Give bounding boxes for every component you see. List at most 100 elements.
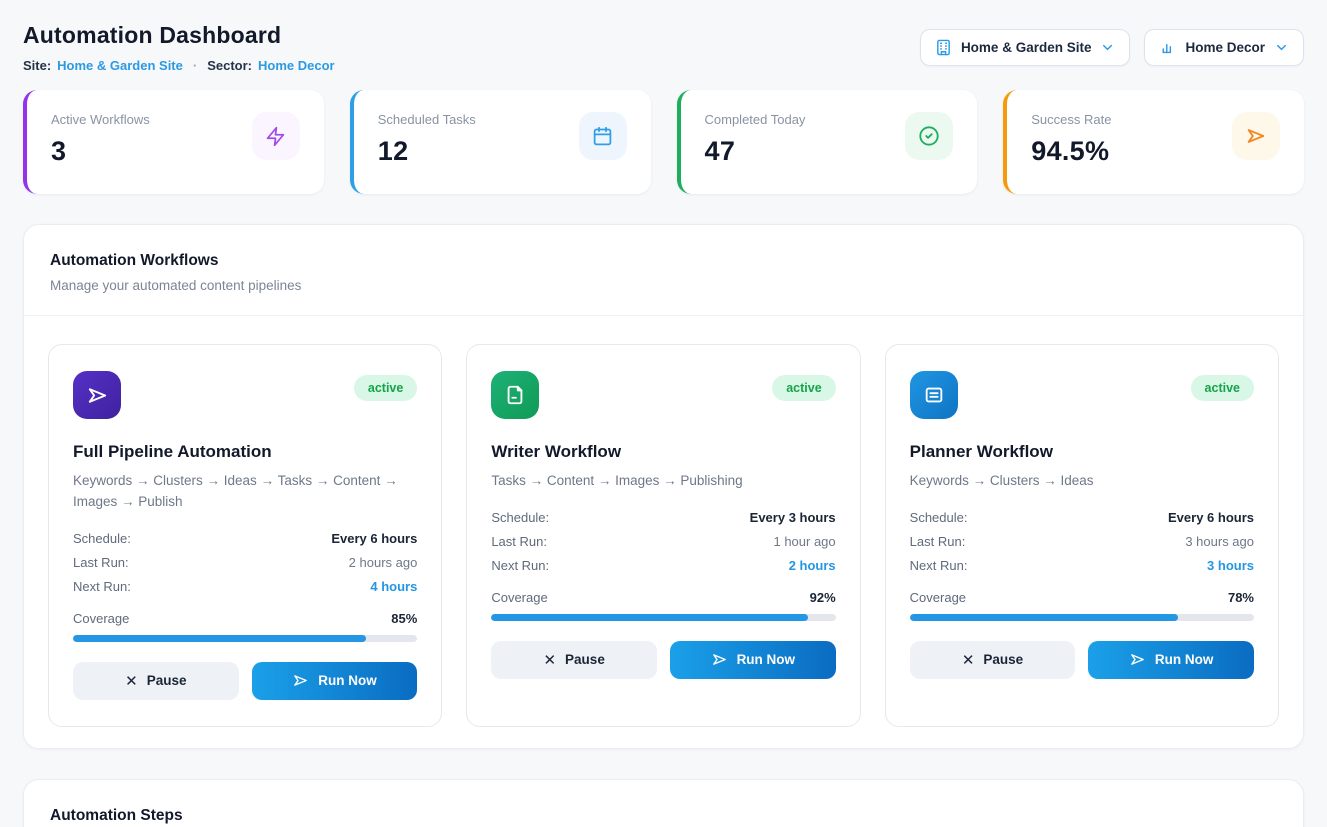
stat-label: Completed Today <box>704 112 806 127</box>
status-badge: active <box>1190 375 1254 401</box>
status-badge: active <box>353 375 418 401</box>
send-icon <box>292 672 309 689</box>
next-run-row: Next Run: 2 hours <box>491 558 836 574</box>
stat-card-success-rate: Success Rate 94.5% <box>1003 90 1304 194</box>
chevron-down-icon <box>1274 40 1289 55</box>
coverage-value: 78% <box>1227 589 1254 605</box>
stat-card-completed-today: Completed Today 47 <box>676 90 978 194</box>
document-icon <box>491 371 540 419</box>
site-selector-label: Home & Garden Site <box>960 40 1092 55</box>
coverage-value: 85% <box>391 610 418 626</box>
calendar-icon <box>578 112 627 160</box>
coverage-progress-fill <box>909 613 1179 621</box>
coverage-block: Coverage 92% <box>491 589 836 621</box>
stat-card-scheduled-tasks: Scheduled Tasks 12 <box>349 90 651 194</box>
last-run-value: 3 hours ago <box>1185 534 1254 550</box>
last-run-row: Last Run: 2 hours ago <box>73 555 418 571</box>
workflow-card-full-pipeline: active Full Pipeline Automation Keywords… <box>48 344 443 727</box>
pause-button[interactable]: ✕ Pause <box>909 640 1076 679</box>
stat-value: 47 <box>704 136 736 166</box>
workflow-card-planner: active Planner Workflow Keywords → Clust… <box>884 344 1279 727</box>
coverage-progress-bar <box>73 634 418 642</box>
workflow-title: Full Pipeline Automation <box>73 442 272 461</box>
next-run-value: 4 hours <box>370 579 418 595</box>
workflows-panel-title: Automation Workflows <box>50 252 219 269</box>
sector-selector-label: Home Decor <box>1185 40 1265 55</box>
stat-card-active-workflows: Active Workflows 3 <box>23 90 324 194</box>
workflow-card-grid: active Full Pipeline Automation Keywords… <box>48 344 1279 727</box>
next-run-value: 3 hours <box>1207 558 1254 574</box>
pause-button[interactable]: ✕ Pause <box>73 661 239 700</box>
automation-steps-panel: Automation Steps Configure which steps a… <box>23 778 1304 827</box>
run-now-button[interactable]: Run Now <box>669 640 836 679</box>
chevron-down-icon <box>1100 40 1115 55</box>
schedule-value: Every 6 hours <box>331 531 418 547</box>
workflow-title: Planner Workflow <box>909 442 1053 461</box>
site-selector-dropdown[interactable]: Home & Garden Site <box>919 29 1131 66</box>
workflows-panel-subtitle: Manage your automated content pipelines <box>50 278 302 293</box>
send-icon <box>1232 112 1280 160</box>
coverage-block: Coverage 85% <box>73 610 418 642</box>
status-badge: active <box>772 375 836 401</box>
next-run-row: Next Run: 3 hours <box>909 558 1254 574</box>
workflow-pipeline: Keywords → Clusters → Ideas <box>909 473 1094 488</box>
send-icon <box>73 371 121 419</box>
separator-dot: · <box>192 58 198 73</box>
pause-button[interactable]: ✕ Pause <box>491 640 657 679</box>
breadcrumb: Site: Home & Garden Site · Sector: Home … <box>23 58 335 73</box>
stat-value: 94.5% <box>1031 136 1110 166</box>
bar-chart-icon <box>1159 39 1176 56</box>
last-run-row: Last Run: 1 hour ago <box>491 534 836 550</box>
coverage-progress-bar <box>909 613 1254 621</box>
schedule-value: Every 6 hours <box>1168 510 1254 526</box>
divider <box>24 315 1303 316</box>
stats-row: Active Workflows 3 Scheduled Tasks 12 Co… <box>23 90 1304 194</box>
header-left: Automation Dashboard Site: Home & Garden… <box>23 22 335 73</box>
workflows-panel-body: active Full Pipeline Automation Keywords… <box>24 316 1303 748</box>
schedule-row: Schedule: Every 6 hours <box>73 531 418 547</box>
coverage-progress-fill <box>73 634 366 642</box>
send-icon <box>1129 651 1146 668</box>
run-now-button[interactable]: Run Now <box>1088 640 1254 679</box>
automation-workflows-panel: Automation Workflows Manage your automat… <box>23 224 1304 749</box>
header-actions: Home & Garden Site Home Decor <box>919 29 1304 66</box>
last-run-row: Last Run: 3 hours ago <box>909 534 1254 550</box>
lightning-icon <box>251 112 300 160</box>
coverage-progress-bar <box>491 613 836 621</box>
sector-link[interactable]: Home Decor <box>258 58 335 73</box>
steps-panel-header: Automation Steps Configure which steps a… <box>24 780 1303 827</box>
next-run-row: Next Run: 4 hours <box>73 579 418 595</box>
last-run-value: 1 hour ago <box>773 534 836 550</box>
stat-value: 12 <box>377 136 409 166</box>
stat-label: Active Workflows <box>51 112 150 127</box>
sector-label: Sector: <box>207 58 253 73</box>
next-run-value: 2 hours <box>788 558 836 574</box>
workflows-panel-header: Automation Workflows Manage your automat… <box>24 225 1303 315</box>
workflow-title: Writer Workflow <box>491 442 622 461</box>
stat-label: Scheduled Tasks <box>377 112 476 127</box>
last-run-value: 2 hours ago <box>348 555 418 571</box>
page-title: Automation Dashboard <box>23 22 282 48</box>
coverage-value: 92% <box>809 589 836 605</box>
site-label: Site: <box>23 58 52 73</box>
workflow-pipeline: Tasks → Content → Images → Publishing <box>491 473 743 488</box>
stat-label: Success Rate <box>1031 112 1112 127</box>
schedule-value: Every 3 hours <box>749 510 836 526</box>
schedule-row: Schedule: Every 3 hours <box>491 510 836 526</box>
steps-panel-title: Automation Steps <box>50 806 183 824</box>
workflow-pipeline: Keywords → Clusters → Ideas → Tasks → Co… <box>73 473 398 509</box>
sector-selector-dropdown[interactable]: Home Decor <box>1144 29 1304 66</box>
workflow-card-writer: active Writer Workflow Tasks → Content →… <box>466 344 861 727</box>
coverage-block: Coverage 78% <box>909 589 1254 621</box>
check-circle-icon <box>905 112 954 160</box>
close-icon: ✕ <box>125 672 138 690</box>
stat-value: 3 <box>51 136 67 166</box>
building-icon <box>935 39 952 56</box>
close-icon: ✕ <box>543 651 557 669</box>
site-link[interactable]: Home & Garden Site <box>57 58 183 73</box>
send-icon <box>711 651 728 668</box>
coverage-progress-fill <box>491 613 809 621</box>
run-now-button[interactable]: Run Now <box>251 661 418 700</box>
schedule-row: Schedule: Every 6 hours <box>909 510 1254 526</box>
page-header: Automation Dashboard Site: Home & Garden… <box>23 22 1304 73</box>
